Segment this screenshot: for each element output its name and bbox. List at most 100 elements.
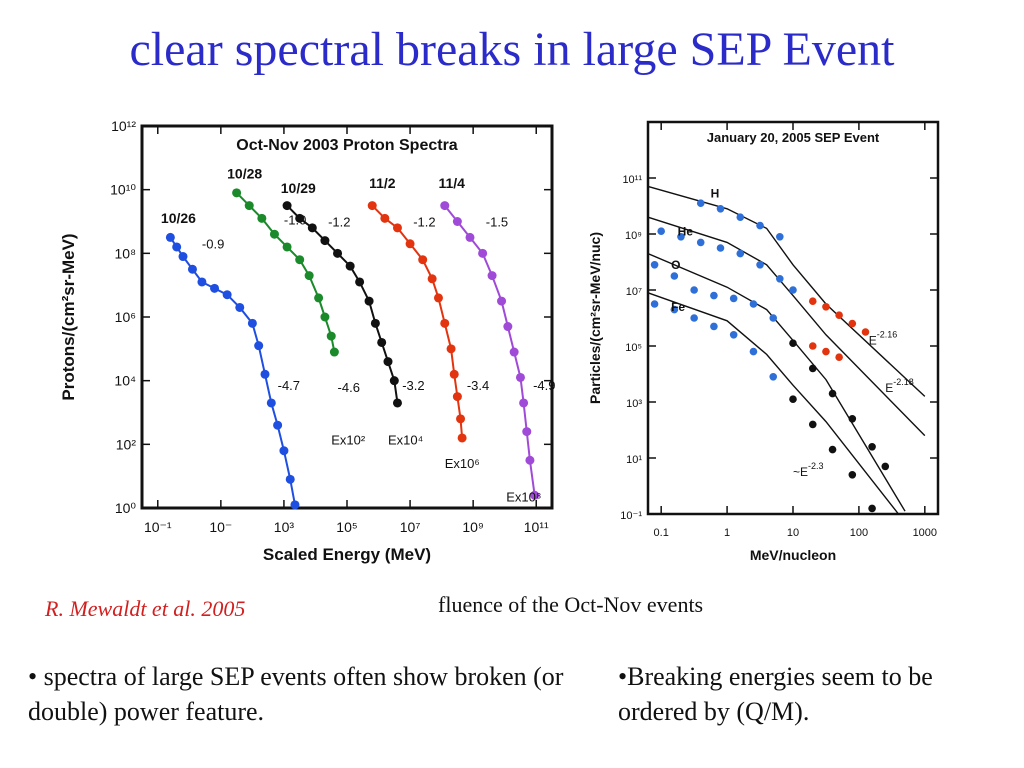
data-point [383,357,393,367]
slope-annotation: -3.2 [402,378,424,393]
series-label: 11/4 [438,175,465,191]
data-point [370,318,380,328]
series-label: 11/2 [369,175,396,191]
fit-line [647,292,900,515]
fit-line [647,216,926,437]
data-point [808,342,817,350]
data-point [282,201,292,211]
data-point [405,239,415,249]
slope-annotation: E-2.18 [885,377,914,395]
data-point [465,232,475,242]
data-point [266,398,276,408]
data-point [440,201,450,211]
slope-annotation: Ex10⁶ [445,456,480,471]
data-point [235,302,245,312]
data-point [285,474,295,484]
data-point [364,296,374,306]
data-point [848,415,857,423]
bullet-point-2: •Breaking energies seem to be ordered by… [618,662,933,726]
slope-annotation: -3.4 [467,378,489,393]
slope-annotation: -1.5 [486,214,508,229]
x-tick-label: 10⁷ [400,519,421,535]
data-point [881,462,890,471]
x-tick-label: 10 [787,527,799,539]
data-point [690,314,698,322]
data-point [222,290,232,300]
data-point [178,252,188,262]
data-point [172,242,182,252]
x-tick-label: 100 [850,527,868,539]
data-point [736,249,745,258]
x-tick-label: 1000 [913,527,937,539]
data-point [670,305,679,314]
data-point [519,398,529,408]
data-point [254,341,264,351]
chart-title: January 20, 2005 SEP Event [707,130,880,145]
data-point [392,223,402,233]
data-point [247,318,257,328]
data-point [320,236,330,246]
data-point [290,500,300,510]
data-point [497,296,507,306]
x-tick-label: 10⁹ [462,519,484,535]
y-axis-label: Particles/(cm²sr-MeV/nuc) [587,232,603,404]
x-tick-label: 10³ [274,519,295,535]
data-point [749,347,758,356]
series-label: 10/28 [227,166,262,182]
data-point [345,261,355,271]
data-point [478,248,488,258]
data-point [244,201,254,211]
slope-annotation: ~E-2.3 [793,461,824,479]
data-point [828,445,837,454]
data-point [304,271,314,281]
y-tick-label: 10¹⁰ [110,182,136,198]
data-point [355,277,365,287]
data-point [257,213,267,223]
y-tick-label: 10¹ [626,454,642,466]
data-point [427,274,437,284]
slope-annotation: -1.2 [328,214,350,229]
y-tick-label: 10⁹ [625,230,642,242]
data-point [868,443,876,451]
data-point [282,242,292,252]
slope-annotation: -4.6 [338,380,360,395]
data-point [776,233,784,241]
data-point [333,248,343,258]
data-point [452,217,462,226]
data-point [210,283,220,293]
series-label: Fe [671,300,685,314]
data-point [650,300,659,308]
data-point [269,229,279,239]
figure-caption: fluence of the Oct-Nov events [438,592,704,617]
series-label: He [678,224,694,238]
series-line [169,236,296,505]
data-point [696,199,705,207]
series-label: 10/26 [161,210,196,226]
y-tick-label: 10⁻¹ [620,510,642,522]
sep-event-chart: 0.1 1 10 100 1000 10⁻¹ 10¹ 10³ 10⁵ 10⁷ 10⁹ 10¹¹ Janu… [580,100,970,575]
data-point [503,322,513,332]
data-point [835,353,843,361]
data-point [320,312,330,322]
data-point [710,322,718,331]
x-tick-label: 10⁻¹ [144,519,172,535]
data-point [769,373,778,381]
y-tick-label: 10³ [626,398,642,410]
slope-annotation: -4.7 [278,378,300,393]
data-point [525,455,535,465]
y-tick-label: 10⁵ [625,342,642,354]
slope-annotation: E-2.16 [869,330,898,348]
slope-annotation: Ex10⁸ [506,490,541,505]
data-point [449,369,459,379]
y-tick-label: 10⁸ [115,245,137,261]
x-axis-label: MeV/nucleon [750,547,836,563]
data-point [828,389,837,398]
data-point [515,372,525,382]
data-point [848,319,857,328]
data-point [868,504,876,513]
slope-annotation: -1.2 [413,214,435,229]
data-point [295,213,305,223]
x-axis-label: Scaled Energy (MeV) [263,545,431,564]
data-point [440,318,450,328]
data-point [295,255,305,265]
